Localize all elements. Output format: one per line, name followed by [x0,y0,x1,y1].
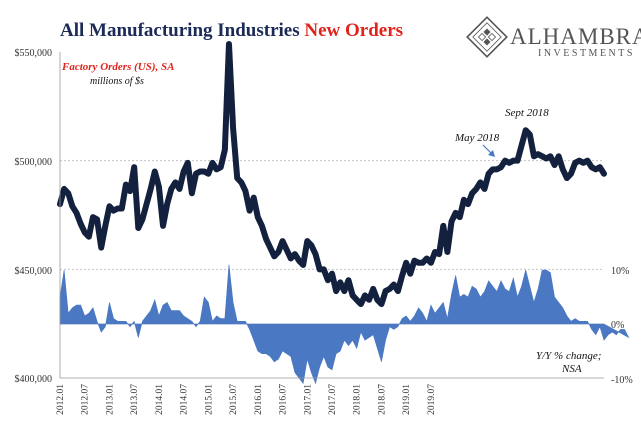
x-tick-label: 2018.07 [378,384,388,415]
left-tick-label: $400,000 [15,374,53,385]
x-tick-label: 2012.01 [56,384,66,415]
x-tick-label: 2014.07 [180,384,190,415]
x-tick-label: 2018.01 [353,384,363,415]
x-tick-label: 2016.07 [279,384,289,415]
right-tick-label: 0% [611,320,624,331]
annotation-sept-2018: Sept 2018 [505,107,549,119]
brand-name: ALHAMBRA [510,24,641,49]
x-tick-label: 2019.01 [402,384,412,415]
brand-emblem-icon [466,16,508,58]
x-tick-label: 2013.01 [106,384,116,415]
left-tick-label: $450,000 [15,266,53,277]
title-part2: New Orders [304,20,403,41]
yoy-area-series [59,264,630,385]
left-tick-label: $500,000 [15,157,53,168]
brand-logo: ALHAMBRA INVESTMENTS [466,16,641,59]
x-tick-labels: 2012.01 2012.07 2013.01 2013.07 2014.01 2014.… [56,384,437,415]
x-tick-label: 2012.07 [81,384,91,415]
x-tick-label: 2017.01 [303,384,313,415]
title-part1: All Manufacturing Industries [60,20,304,41]
annotation-may-2018: May 2018 [454,132,500,144]
x-tick-label: 2015.07 [229,384,239,415]
x-tick-label: 2014.01 [155,384,165,415]
x-tick-label: 2019.07 [427,384,437,415]
annotation-nsa-label: NSA [561,363,582,375]
chart-title: All Manufacturing Industries New Orders [60,20,403,41]
x-tick-label: 2013.07 [130,384,140,415]
x-tick-label: 2016.01 [254,384,264,415]
series-units-label: millions of $s [90,76,144,87]
left-tick-label: $550,000 [15,48,53,59]
right-tick-label: -10% [611,375,633,386]
annotation-arrow-icon [482,144,495,157]
series-name-label: Factory Orders (US), SA [61,61,174,73]
level-line-series [57,41,607,308]
annotation-yoy-label: Y/Y % change; [536,350,601,362]
x-tick-label: 2017.07 [328,384,338,415]
right-tick-label: 10% [611,266,629,277]
x-tick-label: 2015.01 [204,384,214,415]
brand-sub: INVESTMENTS [538,48,635,59]
